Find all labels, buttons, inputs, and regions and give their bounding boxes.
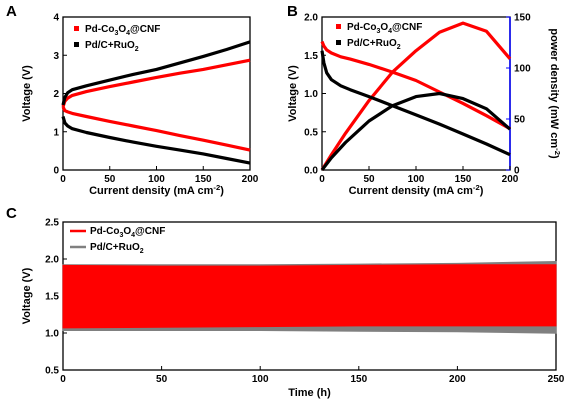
panel-b-y2-tick-label: 0 <box>514 166 520 177</box>
panel-c-y-tick-label: 0.5 <box>45 366 59 377</box>
panel-b-series-line <box>320 50 511 157</box>
panel-c-x-tick-label: 0 <box>60 374 66 385</box>
panel-b-x-tick-label: 200 <box>502 174 519 185</box>
panel-b-x-axis-label: Current density (mA cm-2) <box>349 183 484 197</box>
panel-c-legend-label: Pd/C+RuO2 <box>90 242 144 255</box>
panel-a-series-line <box>61 58 251 108</box>
panel-c-x-tick-label: 100 <box>252 374 269 385</box>
panel-b-series-line <box>320 91 512 171</box>
panel-a-x-tick-label: 150 <box>195 174 212 185</box>
panel-b-y-tick-label: 2.0 <box>304 13 318 24</box>
panel-b-legend-label: Pd-Co3O4@CNF <box>347 22 422 35</box>
panel-c-y-tick-label: 1.0 <box>45 329 59 340</box>
panel-a-x-tick-label: 0 <box>60 174 66 185</box>
panel-a-legend-label: Pd/C+RuO2 <box>85 40 139 53</box>
panel-c-x-tick-label: 200 <box>449 374 466 385</box>
panel-b-y-tick-label: 1.0 <box>304 89 318 100</box>
panel-c-x-tick-label: 150 <box>350 374 367 385</box>
panel-c-y-axis-label: Voltage (V) <box>21 267 33 324</box>
panel-c-y-tick-label: 2.0 <box>45 255 59 266</box>
panel-b-x-tick-label: 0 <box>319 174 325 185</box>
panel-a-series-line <box>61 116 251 165</box>
panel-a-legend-label: Pd-Co3O4@CNF <box>85 24 160 37</box>
panel-a-series-line <box>61 40 251 106</box>
panel-b-series-line <box>320 40 511 131</box>
panel-c-x-tick-label: 250 <box>548 374 565 385</box>
panel-a-legend-marker <box>74 26 79 31</box>
panel-a-x-tick-label: 100 <box>148 174 165 185</box>
panel-b-legend-marker <box>336 40 341 45</box>
panel-b-y-axis-label: Voltage (V) <box>287 65 299 122</box>
panel-b-y2-tick-label: 50 <box>514 115 526 126</box>
panel-b-x-tick-label: 100 <box>408 174 425 185</box>
panel-b-x-tick-label: 150 <box>455 174 472 185</box>
panel-b-y-tick-label: 1.5 <box>304 51 318 62</box>
panel-b-y2-axis-label: power density (mW cm-2) <box>548 28 562 159</box>
panel-a-x-tick-label: 200 <box>242 174 259 185</box>
panel-a-y-tick-label: 4 <box>53 13 59 24</box>
panel-b-y2-tick-label: 100 <box>514 64 531 75</box>
panel-a-x-axis-label: Current density (mA cm-2) <box>89 183 224 197</box>
panel-label-a: A <box>6 3 17 20</box>
panel-b-legend-label: Pd/C+RuO2 <box>347 38 401 51</box>
panel-a-y-axis-label: Voltage (V) <box>21 65 33 122</box>
panel-b-series-line <box>320 21 512 171</box>
panel-a-y-tick-label: 2 <box>53 89 59 100</box>
panel-b-legend-marker <box>336 24 341 29</box>
panel-a-series-line <box>61 106 251 152</box>
panel-a-y-tick-label: 3 <box>53 51 59 62</box>
panel-c-y-tick-label: 1.5 <box>45 292 59 303</box>
panel-c-legend-label: Pd-Co3O4@CNF <box>90 226 165 239</box>
panel-c-y-tick-label: 2.5 <box>45 218 59 229</box>
panel-label-c: C <box>6 205 17 222</box>
panel-c-x-tick-label: 50 <box>156 374 168 385</box>
panel-b-y-tick-label: 0.5 <box>304 127 318 138</box>
panel-b-y2-tick-label: 150 <box>514 13 531 24</box>
panel-a-x-tick-label: 50 <box>104 174 116 185</box>
panel-b-y-tick-label: 0.0 <box>304 166 318 177</box>
panel-a-legend-marker <box>74 42 79 47</box>
panel-label-b: B <box>287 3 298 20</box>
panel-a-y-tick-label: 1 <box>53 127 59 138</box>
panel-c-cycling-band <box>62 264 557 329</box>
panel-a-y-tick-label: 0 <box>53 166 59 177</box>
panel-b-x-tick-label: 50 <box>363 174 375 185</box>
panel-c-x-axis-label: Time (h) <box>288 387 331 399</box>
